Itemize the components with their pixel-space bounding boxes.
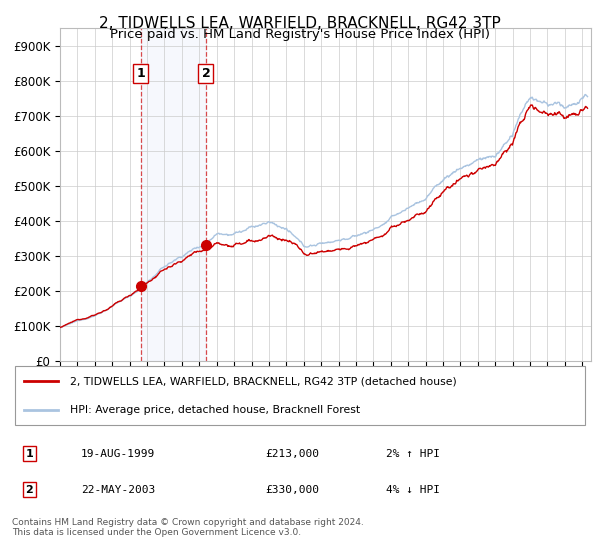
Text: 2: 2 <box>25 484 33 494</box>
Text: 2: 2 <box>202 67 211 80</box>
Text: 22-MAY-2003: 22-MAY-2003 <box>81 484 155 494</box>
Text: Price paid vs. HM Land Registry's House Price Index (HPI): Price paid vs. HM Land Registry's House … <box>110 28 490 41</box>
Bar <box>140 28 206 361</box>
Text: 2, TIDWELLS LEA, WARFIELD, BRACKNELL, RG42 3TP: 2, TIDWELLS LEA, WARFIELD, BRACKNELL, RG… <box>99 16 501 31</box>
Text: £330,000: £330,000 <box>265 484 319 494</box>
Text: £213,000: £213,000 <box>265 449 319 459</box>
Text: 1: 1 <box>136 67 145 80</box>
Text: HPI: Average price, detached house, Bracknell Forest: HPI: Average price, detached house, Brac… <box>70 405 360 416</box>
Text: Contains HM Land Registry data © Crown copyright and database right 2024.
This d: Contains HM Land Registry data © Crown c… <box>12 518 364 538</box>
Text: 2% ↑ HPI: 2% ↑ HPI <box>386 449 440 459</box>
Text: 2, TIDWELLS LEA, WARFIELD, BRACKNELL, RG42 3TP (detached house): 2, TIDWELLS LEA, WARFIELD, BRACKNELL, RG… <box>70 376 457 386</box>
Text: 1: 1 <box>25 449 33 459</box>
FancyBboxPatch shape <box>15 366 585 425</box>
Text: 19-AUG-1999: 19-AUG-1999 <box>81 449 155 459</box>
Text: 4% ↓ HPI: 4% ↓ HPI <box>386 484 440 494</box>
